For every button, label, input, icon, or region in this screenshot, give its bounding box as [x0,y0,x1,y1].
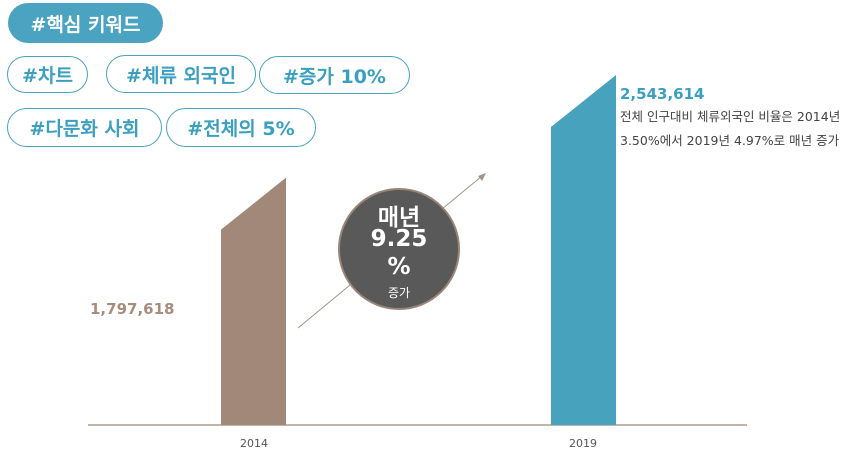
tag-increase[interactable]: #증가 10% [259,56,410,94]
trend-arrowhead [478,173,486,181]
tag-multicultural[interactable]: #다문화 사회 [7,108,162,147]
bar-2019 [551,75,616,425]
bubble-line-1: 매년 [377,205,421,231]
x-tick-2014: 2014 [240,437,268,450]
bubble-line-4: 증가 [387,286,411,300]
growth-bubble: 매년 9.25 % 증가 [338,188,460,310]
x-tick-2019: 2019 [569,437,597,450]
bubble-line-3: % [387,254,411,280]
value-label-2014: 1,797,618 [90,300,175,318]
keyword-title: #핵심 키워드 [8,3,163,43]
tag-five-percent[interactable]: #전체의 5% [166,108,316,147]
annotation-line-1: 전체 인구대비 체류외국인 비율은 2014년 [620,109,841,124]
bar-2014 [221,177,286,425]
value-label-2019: 2,543,614 [620,85,705,103]
bubble-line-2: 9.25 [370,226,428,252]
tag-resident-foreigners[interactable]: #체류 외국인 [106,55,256,93]
annotation-line-2: 3.50%에서 2019년 4.97%로 매년 증가 [620,133,840,148]
tag-chart[interactable]: #차트 [7,56,88,93]
